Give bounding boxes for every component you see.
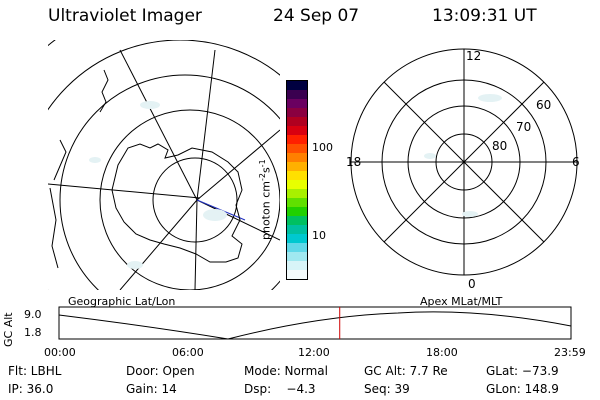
mlt-line-diagonal xyxy=(383,81,545,243)
altitude-timeline-plot xyxy=(58,306,572,340)
aurora-emission xyxy=(89,101,227,269)
continent-outline xyxy=(111,143,243,263)
colorbar-band xyxy=(287,99,307,108)
colorbar-band xyxy=(287,135,307,144)
info-seq: Seq: 39 xyxy=(364,382,410,396)
latitude-circle xyxy=(48,40,280,290)
meridian-line xyxy=(48,183,201,199)
meridian-line xyxy=(194,199,198,290)
altitude-curve xyxy=(58,311,572,340)
info-glon: GLon: 148.9 xyxy=(486,382,559,396)
polar-mlat-mlt-plot: 12 6 0 18 60 70 80 xyxy=(346,48,580,291)
colorbar-band xyxy=(287,144,307,153)
info-dsp: Dsp: −4.3 xyxy=(244,382,316,396)
info-gain: Gain: 14 xyxy=(126,382,177,396)
colorbar-band xyxy=(287,162,307,171)
mlt-label-18: 18 xyxy=(346,155,361,169)
colorbar-band xyxy=(287,198,307,207)
geographic-caption: Geographic Lat/Lon xyxy=(68,295,176,308)
colorbar-band xyxy=(287,126,307,135)
meridian-line xyxy=(196,199,280,241)
info-ip: IP: 36.0 xyxy=(8,382,54,396)
colorbar-band xyxy=(287,216,307,225)
colorbar-band xyxy=(287,207,307,216)
xtick-18-00: 18:00 xyxy=(426,346,458,359)
meridian-line xyxy=(196,49,216,201)
colorbar-band xyxy=(287,243,307,252)
info-gc-alt: GC Alt: 7.7 Re xyxy=(364,364,448,378)
meridian-line xyxy=(119,49,198,201)
aurora-emission xyxy=(424,94,502,217)
colorbar-tick-100: 100 xyxy=(312,141,333,154)
header-time: 13:09:31 UT xyxy=(432,6,537,26)
plot-frame xyxy=(58,306,572,340)
mlt-label-0: 0 xyxy=(468,277,476,291)
mlat-label-60: 60 xyxy=(536,98,551,112)
info-glat: GLat: −73.9 xyxy=(486,364,559,378)
colorbar-band xyxy=(287,81,307,90)
colorbar-band xyxy=(287,171,307,180)
altitude-ylabel: GC Alt xyxy=(2,312,15,347)
latitude-circle xyxy=(59,74,280,290)
xtick-06-00: 06:00 xyxy=(172,346,204,359)
colorbar-unit-label: photon cm-2s-1 xyxy=(258,159,273,240)
colorbar-band xyxy=(287,90,307,99)
info-door: Door: Open xyxy=(126,364,195,378)
colorbar-band xyxy=(287,117,307,126)
mlat-label-70: 70 xyxy=(516,120,531,134)
apex-caption: Apex MLat/MLT xyxy=(420,295,503,308)
mlat-label-80: 80 xyxy=(492,139,507,153)
colorbar-band xyxy=(287,234,307,243)
colorbar-tick-10: 10 xyxy=(312,229,326,242)
info-filter: Flt: LBHL xyxy=(8,364,62,378)
colorbar-band xyxy=(287,189,307,198)
colorbar-band xyxy=(287,153,307,162)
colorbar-band xyxy=(287,108,307,117)
instrument-title: Ultraviolet Imager xyxy=(48,6,202,26)
colorbar-band xyxy=(287,252,307,261)
latitude-circle xyxy=(99,109,280,290)
xtick-23-59: 23:59 xyxy=(554,346,586,359)
coastline xyxy=(49,69,109,269)
colorbar-band xyxy=(287,270,307,279)
altitude-ytick-1-8: 1.8 xyxy=(24,326,42,339)
colorbar-band xyxy=(287,180,307,189)
geographic-map xyxy=(48,40,280,290)
mlt-label-6: 6 xyxy=(572,155,580,169)
xtick-12-00: 12:00 xyxy=(298,346,330,359)
info-mode: Mode: Normal xyxy=(244,364,328,378)
mlt-label-12: 12 xyxy=(466,49,481,63)
latitude-circle xyxy=(152,157,238,243)
header-date: 24 Sep 07 xyxy=(273,6,360,26)
altitude-ytick-9: 9.0 xyxy=(24,308,42,321)
meridian-line xyxy=(119,199,198,290)
colorbar-band xyxy=(287,225,307,234)
meridian-line xyxy=(196,129,280,201)
xtick-00-00: 00:00 xyxy=(44,346,76,359)
intensity-colorbar xyxy=(286,80,308,280)
colorbar-band xyxy=(287,261,307,270)
